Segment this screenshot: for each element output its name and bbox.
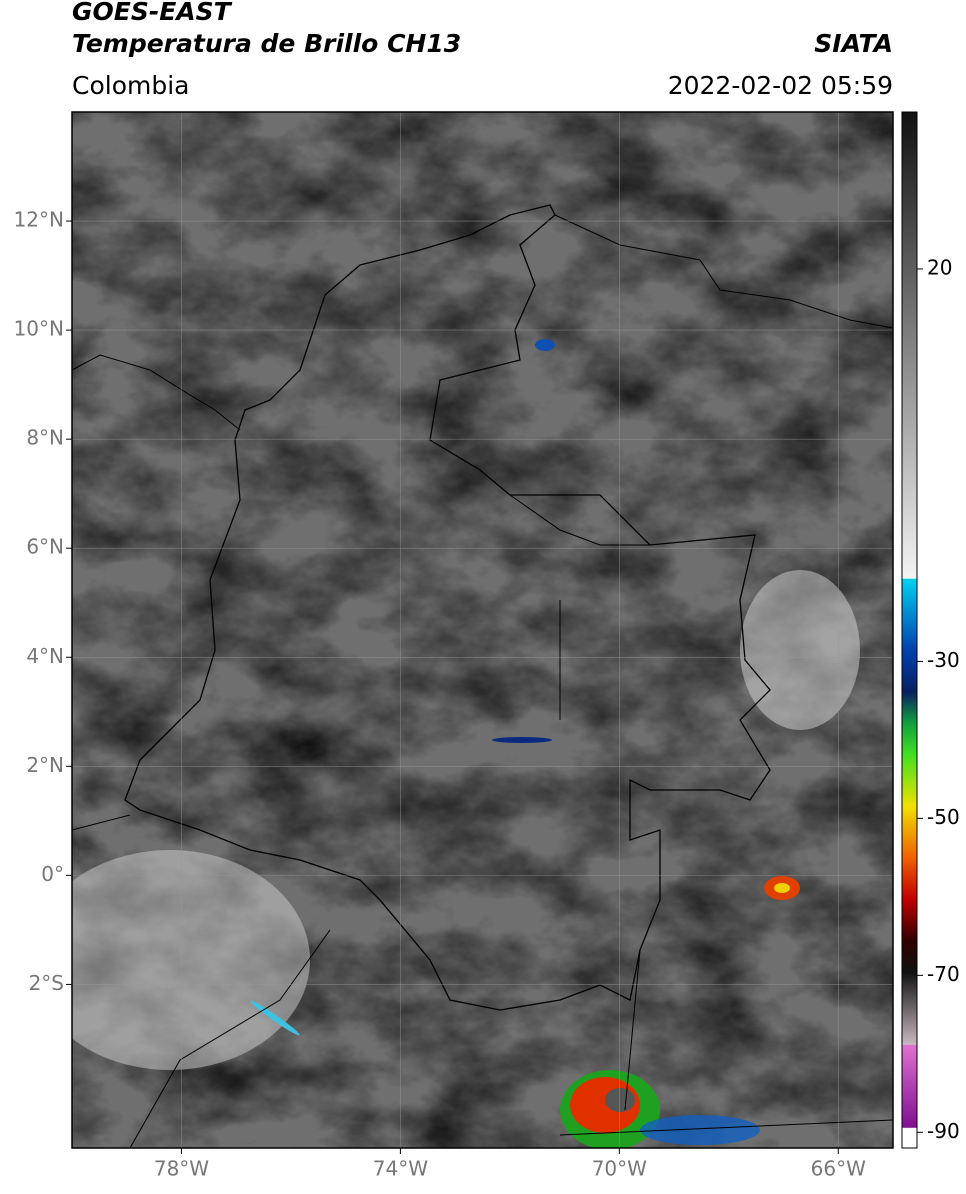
convective-cell — [774, 883, 790, 893]
colorbar — [901, 111, 918, 1149]
product-title: Temperatura de Brillo CH13 — [72, 29, 461, 58]
y-tick-label: 8°N — [26, 426, 64, 450]
convective-cell — [535, 339, 555, 351]
x-tick-label: 74°W — [373, 1157, 428, 1181]
colorbar-tick-label: -50 — [927, 805, 960, 829]
y-tick-label: 6°N — [26, 535, 64, 559]
convective-cell — [605, 1088, 635, 1112]
y-tick-label: 10°N — [14, 317, 64, 341]
border-line — [72, 214, 893, 1148]
grid — [72, 112, 893, 1148]
y-tick-label: 2°N — [26, 753, 64, 777]
convective-cell — [250, 1000, 300, 1036]
x-tick-label: 78°W — [154, 1157, 209, 1181]
satellite-title: GOES-EAST — [72, 0, 233, 26]
y-tick-label: 12°N — [14, 208, 64, 232]
colorbar-tick-label: -90 — [927, 1119, 960, 1143]
colorbar-tick-label: -30 — [927, 648, 960, 672]
convective-cell — [640, 1115, 760, 1145]
y-tick-label: 0° — [41, 862, 64, 886]
y-tick-label: 2°S — [29, 971, 64, 995]
source-label: SIATA — [814, 29, 893, 58]
map-frame — [71, 111, 894, 1149]
y-tick-label: 4°N — [26, 644, 64, 668]
cloud-mass — [72, 850, 310, 1070]
colorbar-tick-label: 20 — [927, 255, 952, 279]
region-label: Colombia — [72, 71, 189, 100]
map-area — [72, 112, 893, 1148]
convective-cell — [492, 737, 552, 743]
x-tick-label: 70°W — [592, 1157, 647, 1181]
colorbar-tick-label: -70 — [927, 962, 960, 986]
x-tick-label: 66°W — [811, 1157, 866, 1181]
datetime-label: 2022-02-02 05:59 — [668, 71, 893, 100]
cloud-mass — [740, 570, 860, 730]
